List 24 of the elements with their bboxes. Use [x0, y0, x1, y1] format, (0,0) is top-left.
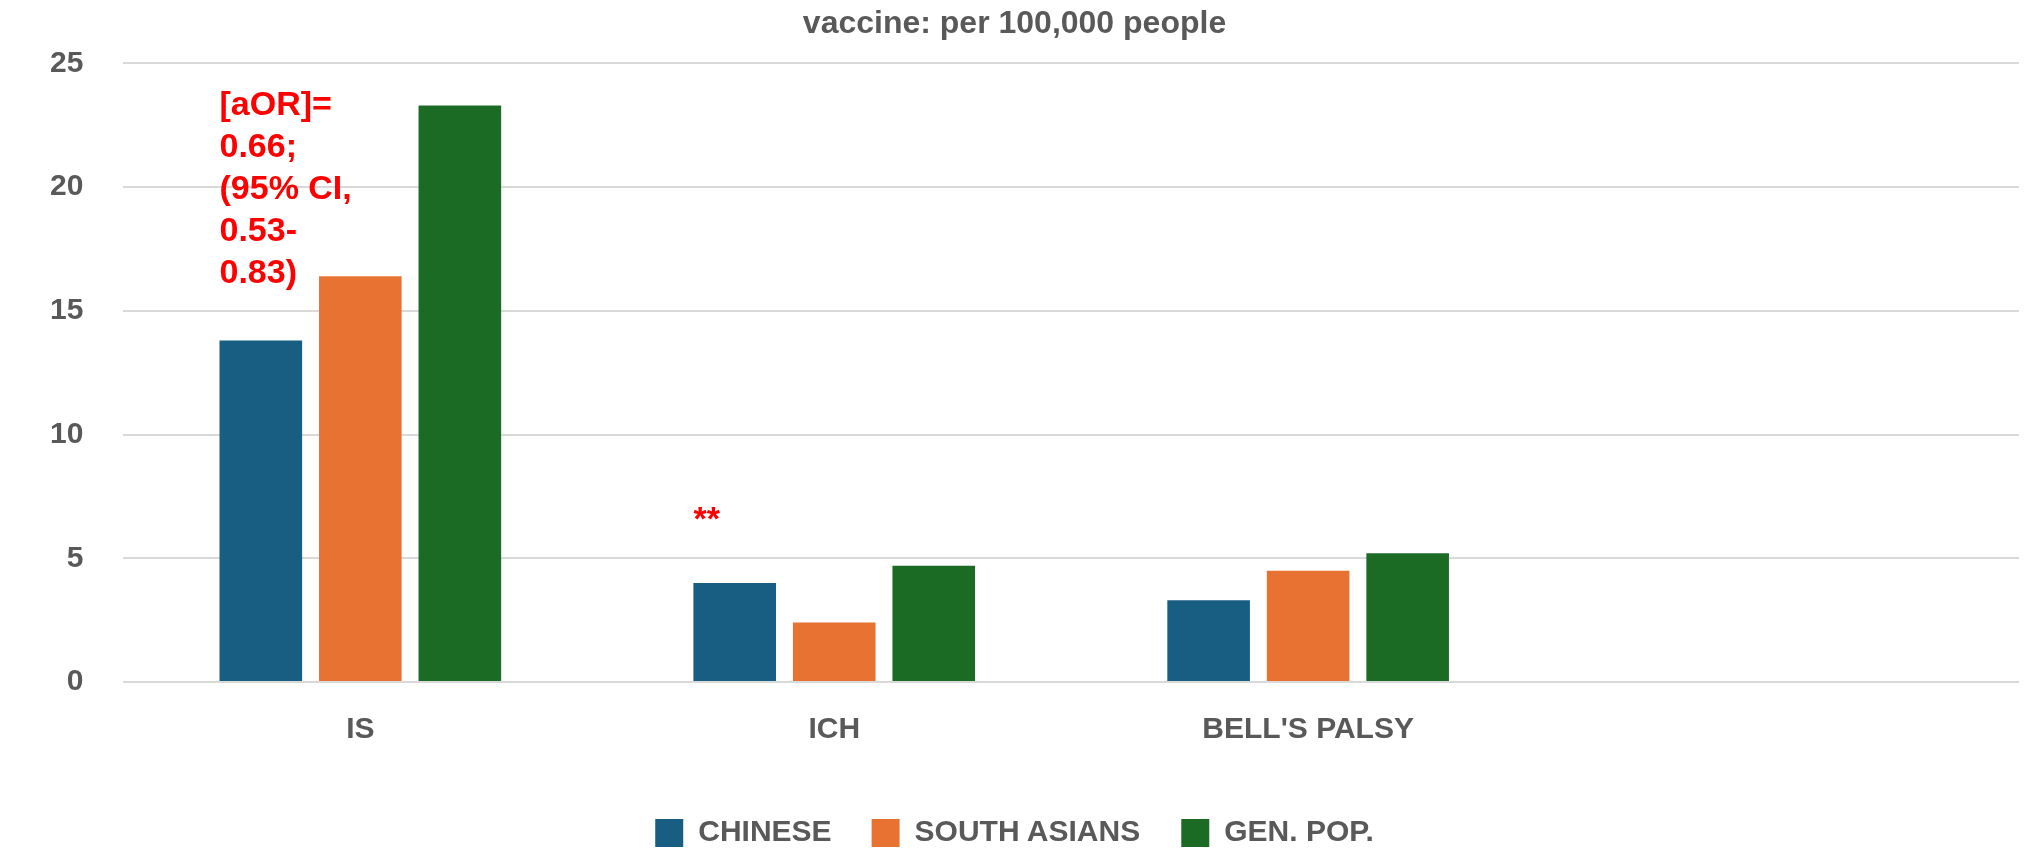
annotation: [aOR]= 0.66; (95% CI, 0.53-0.83) [219, 83, 352, 290]
bar [792, 622, 876, 681]
y-tick-label: 25 [49, 44, 84, 78]
legend-label: SOUTH ASIANS [914, 814, 1141, 848]
y-tick-label: 20 [49, 168, 84, 202]
bar [693, 583, 777, 681]
x-tick-label: ICH [808, 711, 861, 745]
bar [319, 276, 402, 681]
annotation: ** [693, 498, 721, 537]
y-tick-label: 15 [49, 292, 84, 326]
legend-label: GEN. POP. [1224, 814, 1374, 848]
bar [418, 105, 502, 681]
y-tick-label: 10 [49, 415, 84, 449]
bar [1266, 570, 1350, 681]
x-tick-label: BELL'S PALSY [1202, 711, 1414, 745]
chart-title: vaccine: per 100,000 people [802, 4, 1227, 41]
y-tick-label: 5 [66, 539, 84, 573]
bar [219, 340, 303, 681]
legend-label: CHINESE [698, 814, 832, 848]
bar [892, 565, 976, 681]
bar [1167, 600, 1250, 681]
y-tick-label: 0 [66, 663, 84, 697]
x-tick-label: IS [346, 711, 375, 745]
bar [1366, 553, 1449, 681]
